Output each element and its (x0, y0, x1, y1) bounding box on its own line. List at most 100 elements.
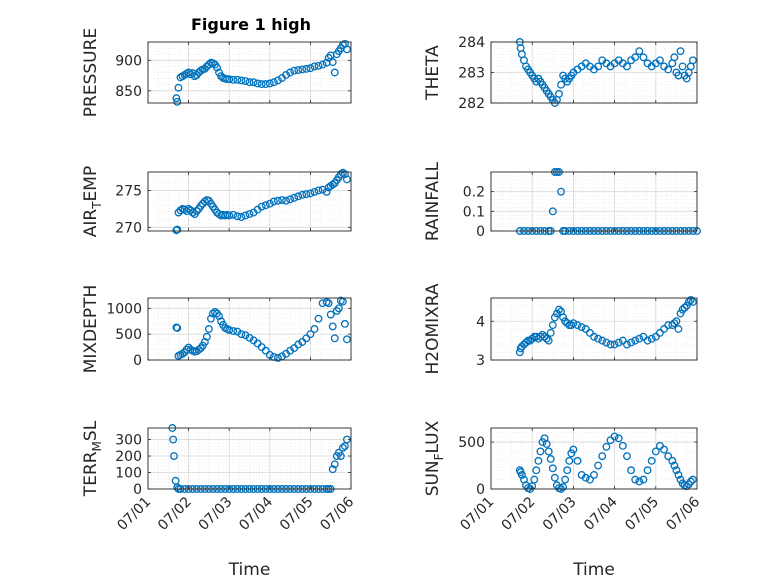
axes-box (490, 171, 698, 232)
data-point (302, 64, 311, 73)
y-axis-label: PRESSURE (81, 28, 101, 117)
data-point (581, 325, 590, 333)
data-point (342, 45, 351, 54)
y-tick-label: 500 (115, 327, 142, 343)
plot-area (148, 172, 351, 231)
data-point (532, 466, 541, 475)
x-tick-label: 07/04 (236, 494, 276, 534)
data-point (330, 460, 339, 469)
x-tick-label: 07/01 (457, 494, 497, 534)
data-point (627, 466, 636, 475)
axes-box (147, 297, 352, 361)
data-point (598, 452, 607, 461)
data-point (172, 226, 181, 235)
axes-box (490, 427, 698, 490)
subplot-6: 3 4 H2OMIXRA (423, 283, 698, 375)
y-tick-label: 0 (476, 482, 485, 498)
y-tick-label: 0.2 (463, 185, 485, 201)
y-tick-label: 284 (458, 35, 485, 51)
data-point (253, 79, 262, 88)
data-point (306, 330, 315, 339)
data-point (225, 75, 234, 84)
data-point (674, 470, 683, 479)
data-point (245, 78, 254, 87)
data-point (573, 456, 582, 465)
data-point (643, 336, 652, 345)
y-tick-label: 0.1 (463, 204, 485, 220)
data-point (282, 196, 290, 205)
y-tick-label: 282 (458, 96, 485, 112)
data-point (631, 53, 640, 62)
x-tick-label: 07/05 (622, 494, 662, 534)
x-tick-label: 07/06 (317, 494, 357, 534)
x-tick-label: 07/03 (196, 494, 236, 534)
data-point (233, 212, 242, 221)
data-point (334, 304, 343, 313)
data-point (314, 186, 323, 195)
data-point (540, 332, 549, 341)
data-point (204, 325, 213, 333)
data-point (290, 193, 299, 202)
data-point (328, 180, 337, 189)
data-point (569, 445, 578, 454)
data-point (306, 64, 315, 73)
data-point (682, 301, 691, 310)
data-point (686, 477, 695, 486)
data-point (635, 47, 644, 56)
data-point (590, 332, 598, 341)
subplot-4: 0 0.1 0.2 RAINFALL (423, 161, 701, 241)
data-point (169, 435, 178, 444)
data-point (561, 317, 570, 326)
data-point (635, 477, 644, 486)
data-point (241, 211, 250, 220)
data-point (585, 475, 594, 484)
data-point (237, 76, 246, 85)
y-tick-label: 300 (115, 433, 142, 449)
x-axis-label: Time (572, 560, 615, 580)
data-point (261, 201, 270, 210)
y-tick-label: 270 (115, 220, 142, 236)
axes-box (147, 41, 352, 104)
data-point (286, 68, 295, 77)
y-axis-label: H2OMIXRA (423, 283, 443, 374)
x-tick-label: 07/06 (663, 494, 703, 534)
data-point (273, 353, 282, 362)
data-point (229, 210, 238, 219)
data-point (328, 465, 337, 474)
data-point (324, 53, 333, 62)
data-point (269, 197, 278, 206)
minor-grid (147, 41, 352, 104)
data-point (536, 447, 545, 456)
data-point (184, 68, 193, 77)
axes-box (147, 427, 352, 490)
data-point (627, 338, 636, 347)
data-point (550, 473, 559, 482)
data-point (538, 330, 547, 339)
axes-box (490, 297, 698, 361)
data-point (594, 461, 603, 470)
y-tick-label: 275 (115, 183, 142, 199)
data-point (200, 64, 209, 73)
data-point (229, 327, 238, 336)
data-point (229, 75, 238, 84)
data-point (602, 338, 611, 347)
data-point (336, 170, 345, 179)
data-point (590, 470, 598, 479)
data-point (257, 202, 266, 211)
data-point (328, 322, 337, 331)
data-point (606, 340, 615, 349)
data-point (614, 338, 623, 347)
y-axis-label: THETA (423, 45, 443, 101)
data-point (286, 195, 295, 204)
data-point (555, 305, 563, 314)
y-tick-label: 900 (115, 53, 142, 69)
data-point (594, 334, 603, 343)
data-point (610, 432, 619, 441)
data-point (542, 334, 551, 343)
data-point (322, 187, 331, 196)
y-tick-label: 0 (476, 224, 485, 240)
y-axis-label: TERRMSL (81, 420, 104, 497)
data-point (194, 345, 203, 354)
data-point (647, 334, 656, 343)
data-point (618, 441, 627, 450)
